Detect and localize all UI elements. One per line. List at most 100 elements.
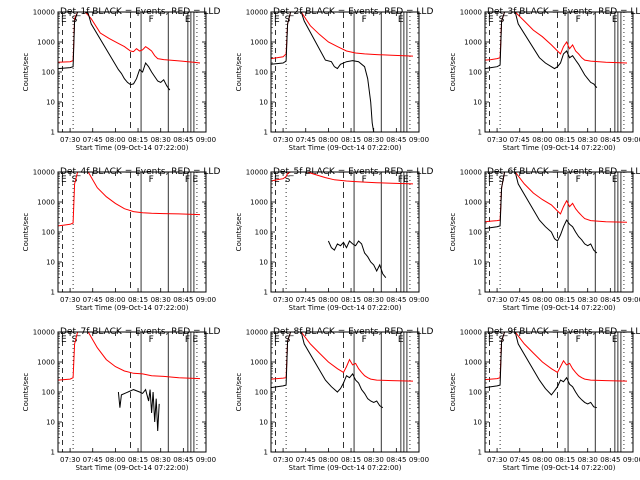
y-tick-label: 10 [46, 99, 55, 107]
event-marker-label: F [185, 175, 190, 185]
x-tick-label: 09:00 [623, 136, 640, 144]
events-series-line [271, 12, 375, 132]
plot-frame [484, 171, 634, 293]
x-tick-label: 08:15 [128, 456, 148, 464]
event-marker-label: E [61, 335, 67, 345]
series-group [271, 172, 414, 279]
x-tick-label: 07:30 [487, 296, 507, 304]
plot-frame [57, 11, 207, 133]
plot-frame [484, 331, 634, 453]
event-marker-label: S [72, 175, 78, 185]
event-marker-label: E [488, 175, 494, 185]
y-tick-label: 1 [51, 449, 55, 457]
series-group [485, 332, 628, 409]
x-tick-label: 08:45 [386, 296, 406, 304]
event-marker-label: E [612, 175, 618, 185]
x-tick-label: 08:45 [600, 296, 620, 304]
x-axis-title: Start Time (09-Oct-14 07:22:00) [503, 144, 616, 152]
y-tick-label: 100 [255, 389, 268, 397]
y-tick-label: 10 [46, 259, 55, 267]
x-tick-label: 07:45 [83, 456, 103, 464]
y-tick-label: 1000 [464, 39, 482, 47]
x-tick-label: 08:00 [105, 136, 125, 144]
plot-frame [270, 171, 420, 293]
x-tick-label: 07:30 [273, 136, 293, 144]
plot-frame [57, 171, 207, 293]
event-marker-label: E [185, 15, 191, 25]
x-tick-label: 08:00 [532, 136, 552, 144]
y-axis-title: Counts/sec [449, 53, 457, 92]
events-series-line [485, 172, 598, 254]
event-marker-label: E [61, 15, 67, 25]
event-marker-label: E [488, 335, 494, 345]
event-marker-label: E [398, 335, 404, 345]
x-tick-label: 08:15 [341, 136, 361, 144]
y-tick-label: 10000 [33, 169, 55, 177]
x-tick-label: 08:45 [386, 136, 406, 144]
events-series-line [58, 12, 171, 91]
x-tick-label: 07:45 [83, 296, 103, 304]
y-tick-label: 10 [473, 419, 482, 427]
y-tick-label: 100 [42, 229, 55, 237]
y-tick-label: 10 [259, 419, 268, 427]
events-series-line [327, 240, 387, 279]
y-tick-label: 1000 [464, 359, 482, 367]
events-series-line [485, 12, 598, 89]
x-tick-label: 08:00 [318, 456, 338, 464]
event-marker-label: E [488, 15, 494, 25]
series-group [58, 332, 201, 432]
x-tick-label: 08:15 [555, 456, 575, 464]
y-tick-label: 10 [259, 259, 268, 267]
y-tick-label: 10000 [460, 169, 482, 177]
x-tick-label: 07:45 [296, 456, 316, 464]
y-axis-title: Counts/sec [22, 53, 30, 92]
y-tick-label: 10000 [460, 329, 482, 337]
lld-series-line [271, 332, 414, 382]
y-axis-title: Counts/sec [235, 213, 243, 252]
event-marker-label: F [362, 15, 367, 25]
y-tick-label: 10 [473, 99, 482, 107]
lld-series-line [271, 12, 414, 60]
x-tick-label: 09:00 [623, 296, 640, 304]
series-group [485, 12, 628, 89]
y-tick-label: 1000 [250, 199, 268, 207]
y-axis-title: Counts/sec [235, 373, 243, 412]
x-tick-label: 09:00 [623, 456, 640, 464]
x-tick-label: 09:00 [409, 296, 429, 304]
x-tick-label: 09:00 [196, 296, 216, 304]
y-tick-label: 100 [469, 69, 482, 77]
x-tick-label: 07:30 [487, 456, 507, 464]
y-tick-label: 10000 [33, 9, 55, 17]
lld-series-line [58, 332, 201, 381]
x-tick-label: 07:30 [60, 296, 80, 304]
y-tick-label: 1 [264, 289, 268, 297]
y-tick-label: 1000 [250, 359, 268, 367]
x-tick-label: 08:30 [364, 136, 384, 144]
x-tick-label: 07:30 [60, 456, 80, 464]
x-axis-title: Start Time (09-Oct-14 07:22:00) [503, 464, 616, 472]
event-marker-label: E [612, 335, 618, 345]
x-tick-label: 08:15 [341, 296, 361, 304]
x-tick-label: 07:45 [510, 456, 530, 464]
series-group [58, 12, 201, 91]
x-tick-label: 08:45 [173, 456, 193, 464]
x-tick-label: 07:30 [487, 136, 507, 144]
event-marker-label: F [576, 175, 581, 185]
x-axis-title: Start Time (09-Oct-14 07:22:00) [289, 144, 402, 152]
y-axis-title: Counts/sec [22, 373, 30, 412]
x-tick-label: 09:00 [409, 456, 429, 464]
x-tick-label: 07:45 [510, 136, 530, 144]
event-marker-label: E [612, 15, 618, 25]
series-group [485, 172, 628, 254]
event-marker-label: S [285, 175, 291, 185]
lld-series-line [58, 172, 201, 227]
x-tick-label: 08:30 [151, 136, 171, 144]
y-axis-title: Counts/sec [235, 53, 243, 92]
x-axis-title: Start Time (09-Oct-14 07:22:00) [503, 304, 616, 312]
x-tick-label: 08:30 [151, 296, 171, 304]
